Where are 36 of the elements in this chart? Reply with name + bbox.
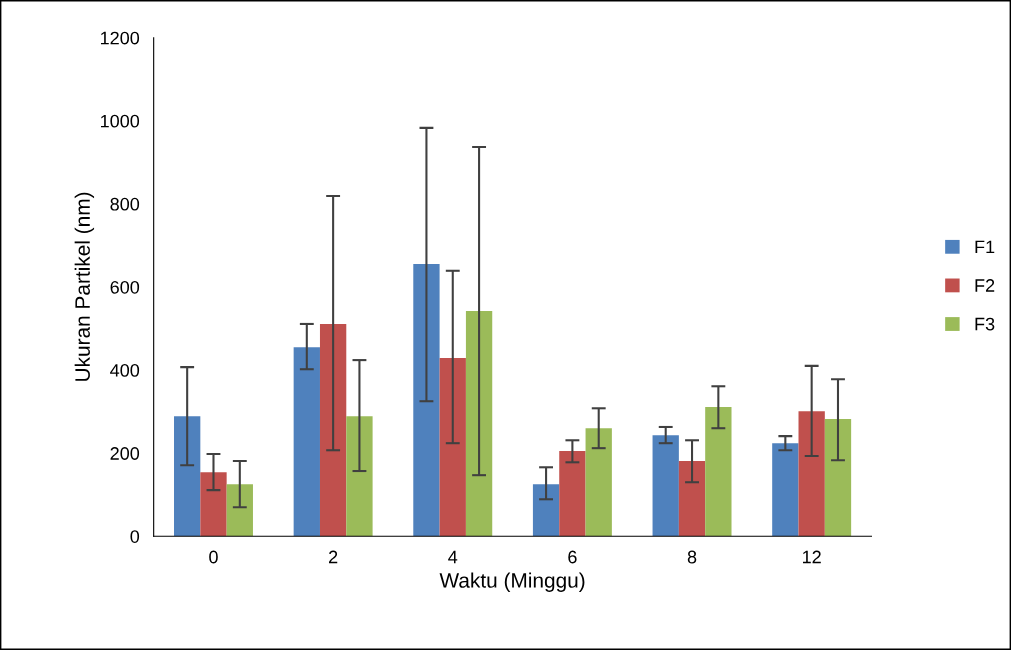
bar (319, 323, 347, 537)
bar (413, 264, 440, 537)
bar (585, 428, 612, 537)
x-axis-title: Waktu (Minggu) (439, 572, 585, 592)
legend-label: F2 (975, 279, 995, 292)
bar (439, 358, 466, 537)
x-tick-label: 6 (568, 550, 577, 564)
legend-label: F3 (975, 317, 995, 331)
y-axis-title: Ukuran Partikel (nm) (74, 192, 95, 381)
x-tick-label: 4 (448, 550, 458, 564)
bar (293, 347, 320, 537)
bar (174, 416, 201, 537)
x-tick-label: 8 (687, 550, 697, 564)
y-tick-label: 1200 (101, 31, 140, 45)
y-tick-label: 600 (110, 280, 140, 294)
bar (652, 435, 679, 537)
x-tick-label: 12 (803, 550, 821, 564)
y-tick-label: 400 (110, 364, 140, 377)
legend-label: F1 (975, 240, 995, 254)
y-tick-label: 0 (130, 530, 140, 543)
y-tick-label: 800 (110, 197, 140, 211)
bar (532, 484, 560, 537)
x-tick-label: 0 (209, 550, 218, 564)
y-tick-label: 200 (110, 447, 140, 460)
bar (200, 472, 227, 537)
bar (226, 484, 253, 537)
bar (346, 416, 373, 537)
bar (559, 451, 586, 537)
bar (798, 411, 825, 537)
x-tick-label: 2 (329, 550, 338, 564)
bar (678, 461, 706, 537)
bar (705, 407, 732, 537)
bar (824, 419, 852, 537)
bar (465, 311, 493, 537)
y-tick-label: 1000 (101, 114, 140, 128)
bar (772, 443, 799, 537)
